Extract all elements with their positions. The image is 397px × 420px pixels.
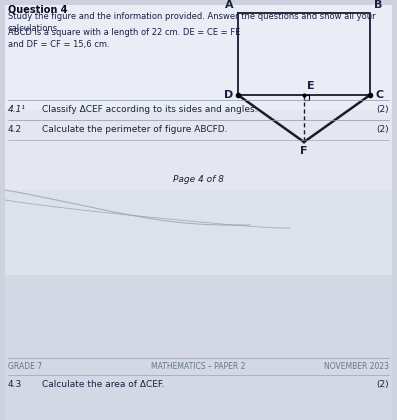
Text: Page 4 of 8: Page 4 of 8 — [173, 176, 224, 184]
FancyBboxPatch shape — [5, 5, 392, 275]
FancyBboxPatch shape — [5, 5, 392, 190]
Text: Question 4: Question 4 — [8, 4, 67, 14]
FancyBboxPatch shape — [5, 5, 392, 110]
Text: D: D — [224, 90, 233, 100]
Text: ABCD is a square with a length of 22 cm. DE = CE = FE
and DF = CF = 15,6 cm.: ABCD is a square with a length of 22 cm.… — [8, 28, 240, 49]
Text: 4.1¹: 4.1¹ — [8, 105, 26, 114]
Text: F: F — [300, 146, 308, 156]
Text: GRADE 7: GRADE 7 — [8, 362, 42, 371]
FancyBboxPatch shape — [5, 275, 392, 420]
Text: 4.3: 4.3 — [8, 380, 22, 389]
Text: A: A — [225, 0, 234, 10]
Text: 4.2: 4.2 — [8, 125, 22, 134]
Text: (2): (2) — [376, 380, 389, 389]
Text: B: B — [374, 0, 382, 10]
Text: E: E — [307, 81, 315, 91]
Text: C: C — [375, 90, 383, 100]
Text: (2): (2) — [376, 125, 389, 134]
Text: Calculate the area of ΔCEF.: Calculate the area of ΔCEF. — [42, 380, 164, 389]
Text: MATHEMATICS – PAPER 2: MATHEMATICS – PAPER 2 — [151, 362, 245, 371]
Text: Study the figure and the information provided. Answer the questions and show all: Study the figure and the information pro… — [8, 12, 376, 33]
Text: Calculate the perimeter of figure ABCFD.: Calculate the perimeter of figure ABCFD. — [42, 125, 227, 134]
Text: Classify ΔCEF according to its sides and angles.: Classify ΔCEF according to its sides and… — [42, 105, 258, 114]
Text: (2): (2) — [376, 105, 389, 114]
Text: NOVEMBER 2023: NOVEMBER 2023 — [324, 362, 389, 371]
